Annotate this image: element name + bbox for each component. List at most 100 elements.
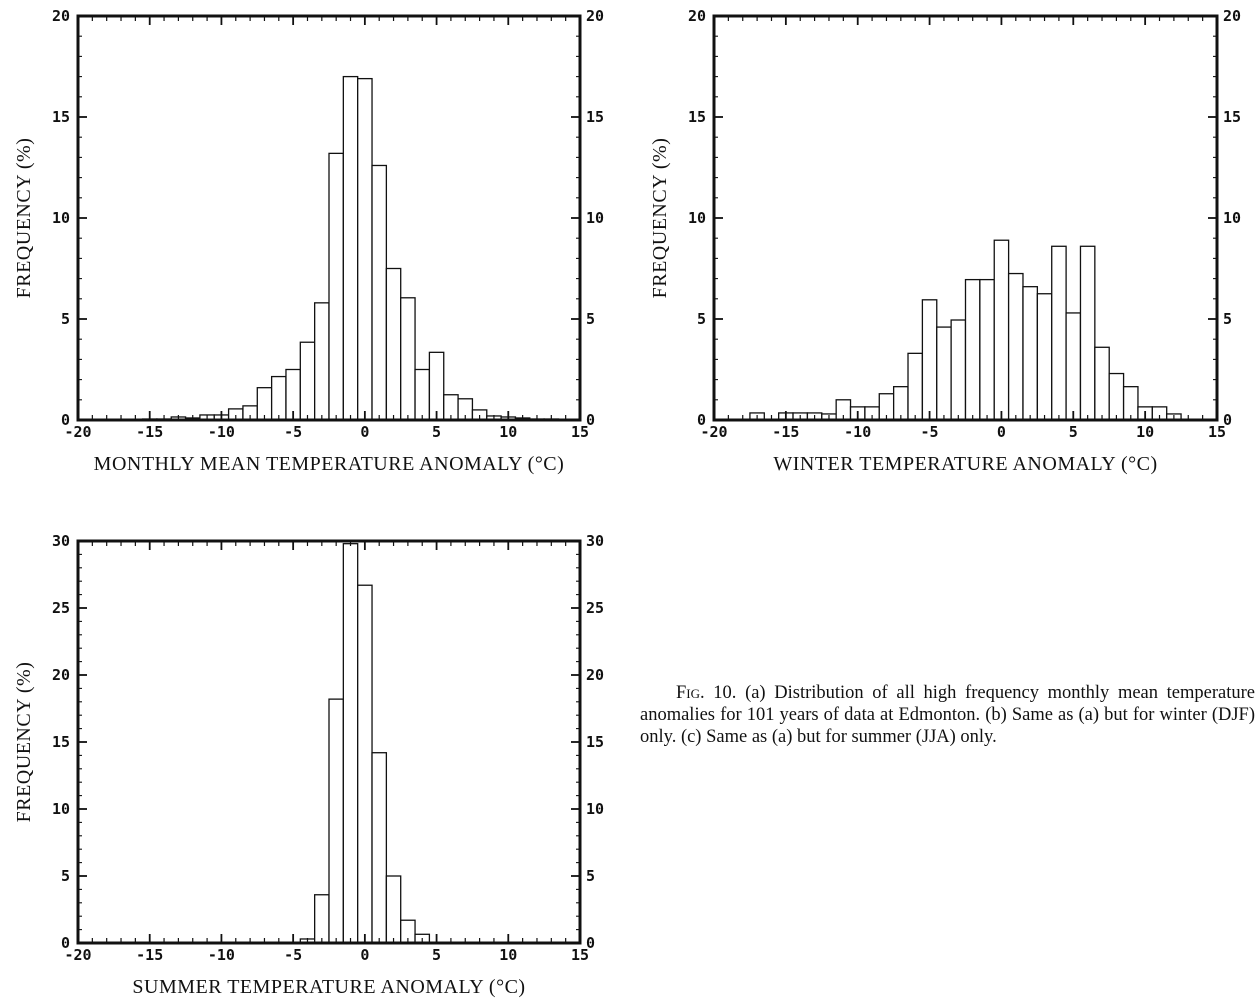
panel-b-bar (921, 299, 938, 421)
panel-c-bar (385, 875, 402, 944)
panel-b-ylabel: FREQUENCY (%) (649, 138, 671, 299)
panel-b-bar (1079, 245, 1096, 421)
panel-b-xtick-label: 10 (1136, 423, 1154, 441)
panel-a-ylabel: FREQUENCY (%) (13, 138, 35, 299)
panel-a-bar (414, 368, 431, 421)
panel-c-bar (357, 584, 373, 944)
panel-a-bar (357, 77, 373, 421)
panel-b-bar (1108, 372, 1125, 421)
panel-b-bar (1094, 346, 1110, 421)
panel-b-ytick-label-right: 0 (1223, 411, 1232, 429)
panel-b-ytick-label-right: 10 (1223, 209, 1241, 227)
panel-a-ytick-label-left: 10 (52, 209, 70, 227)
panel-b-ytick-label-left: 15 (688, 108, 706, 126)
panel-b-ytick-label-left: 20 (688, 7, 706, 25)
panel-c-ytick-label-right: 0 (586, 934, 595, 952)
panel-c-ytick-label-right: 25 (586, 599, 604, 617)
panel-a-ytick-label-right: 0 (586, 411, 595, 429)
panel-c-xtick-label: 0 (360, 946, 369, 964)
panel-c-ytick-label-left: 10 (52, 800, 70, 818)
panel-a-ytick-label-right: 15 (586, 108, 604, 126)
panel-c-xtick-label: 10 (499, 946, 517, 964)
panel-c-ytick-label-left: 20 (52, 666, 70, 684)
panel-b-ytick-label-left: 0 (697, 411, 706, 429)
panel-c-ytick-label-left: 30 (52, 532, 70, 550)
panel-a-bar (428, 351, 445, 421)
panel-c-xtick-label: 5 (432, 946, 441, 964)
panel-b-ytick-label-right: 5 (1223, 310, 1232, 328)
panel-b-xtick-label: 0 (997, 423, 1006, 441)
panel-b-xtick-label: -15 (772, 423, 799, 441)
panel-a-xtick-label: -15 (136, 423, 163, 441)
panel-a-xlabel: MONTHLY MEAN TEMPERATURE ANOMALY (°C) (94, 453, 565, 475)
panel-a-ytick-label-right: 5 (586, 310, 595, 328)
panel-b-ytick-label-left: 5 (697, 310, 706, 328)
panel-b-bar (964, 278, 981, 421)
panel-b-ytick-label-right: 15 (1223, 108, 1241, 126)
panel-a-bar (371, 164, 388, 421)
panel-a-ytick-label-left: 0 (61, 411, 70, 429)
panel-c-bar (371, 752, 388, 944)
panel-a-bar (299, 341, 316, 421)
panel-a-ytick-label-right: 10 (586, 209, 604, 227)
panel-a-bar (314, 302, 330, 421)
panel-c-xtick-label: -10 (208, 946, 235, 964)
caption-text: (a) Distribution of all high frequency m… (640, 683, 1255, 747)
panel-b-bar (1022, 286, 1039, 421)
panel-a-xtick-label: 15 (571, 423, 589, 441)
panel-b-xtick-label: 5 (1069, 423, 1078, 441)
panel-b-xtick-label: -5 (921, 423, 939, 441)
panel-c-ytick-label-right: 10 (586, 800, 604, 818)
panel-c-xlabel: SUMMER TEMPERATURE ANOMALY (°C) (132, 976, 525, 998)
panel-c-xtick-label: 15 (571, 946, 589, 964)
panel-b-bar (1051, 245, 1067, 421)
panel-c-xtick-label: -5 (284, 946, 302, 964)
panel-c-xtick-label: -15 (136, 946, 163, 964)
panel-c-bar (314, 894, 330, 944)
caption-label: Fig. 10. (676, 683, 737, 703)
panel-b-bar (1036, 293, 1053, 421)
panel-c-ytick-label-left: 15 (52, 733, 70, 751)
panel-c-xtick-label: -20 (64, 946, 91, 964)
panel-a-bar (342, 75, 359, 421)
panel-c-ytick-label-right: 5 (586, 867, 595, 885)
panel-c-bar (342, 543, 359, 944)
panel-a-xtick-label: 5 (432, 423, 441, 441)
panel-c-ytick-label-right: 15 (586, 733, 604, 751)
panel-b-bar (979, 278, 995, 421)
panel-c-ytick-label-right: 20 (586, 666, 604, 684)
panel-a-ytick-label-left: 20 (52, 7, 70, 25)
panel-c-ytick-label-left: 25 (52, 599, 70, 617)
panel-c-ytick-label-right: 30 (586, 532, 604, 550)
figure-caption: Fig. 10. (a) Distribution of all high fr… (640, 682, 1255, 748)
panel-a-xtick-label: -20 (64, 423, 91, 441)
panel-a-xtick-label: -10 (208, 423, 235, 441)
panel-a-bar (328, 152, 344, 421)
panel-c-bar (328, 698, 344, 944)
panel-b-xtick-label: -20 (700, 423, 727, 441)
panel-b-ytick-label-right: 20 (1223, 7, 1241, 25)
panel-a-xtick-label: -5 (284, 423, 302, 441)
panel-c-ytick-label-left: 5 (61, 867, 70, 885)
panel-b-ytick-label-left: 10 (688, 209, 706, 227)
panel-c-ylabel: FREQUENCY (%) (13, 662, 35, 823)
panel-b-xtick-label: -10 (844, 423, 871, 441)
panel-b-bar (950, 319, 967, 421)
panel-b-bar (936, 326, 952, 421)
panel-a-xtick-label: 10 (499, 423, 517, 441)
panel-b-bar (1065, 312, 1082, 421)
panel-b-bar (993, 239, 1010, 421)
panel-c-ytick-label-left: 0 (61, 934, 70, 952)
panel-a-bar (400, 297, 416, 421)
panel-a-bar (270, 375, 287, 421)
panel-b-bar (1007, 272, 1024, 421)
panel-b-xtick-label: 15 (1208, 423, 1226, 441)
panel-b-xlabel: WINTER TEMPERATURE ANOMALY (°C) (773, 453, 1157, 475)
panel-a-xtick-label: 0 (360, 423, 369, 441)
panel-a-ytick-label-left: 5 (61, 310, 70, 328)
panel-a-ytick-label-right: 20 (586, 7, 604, 25)
